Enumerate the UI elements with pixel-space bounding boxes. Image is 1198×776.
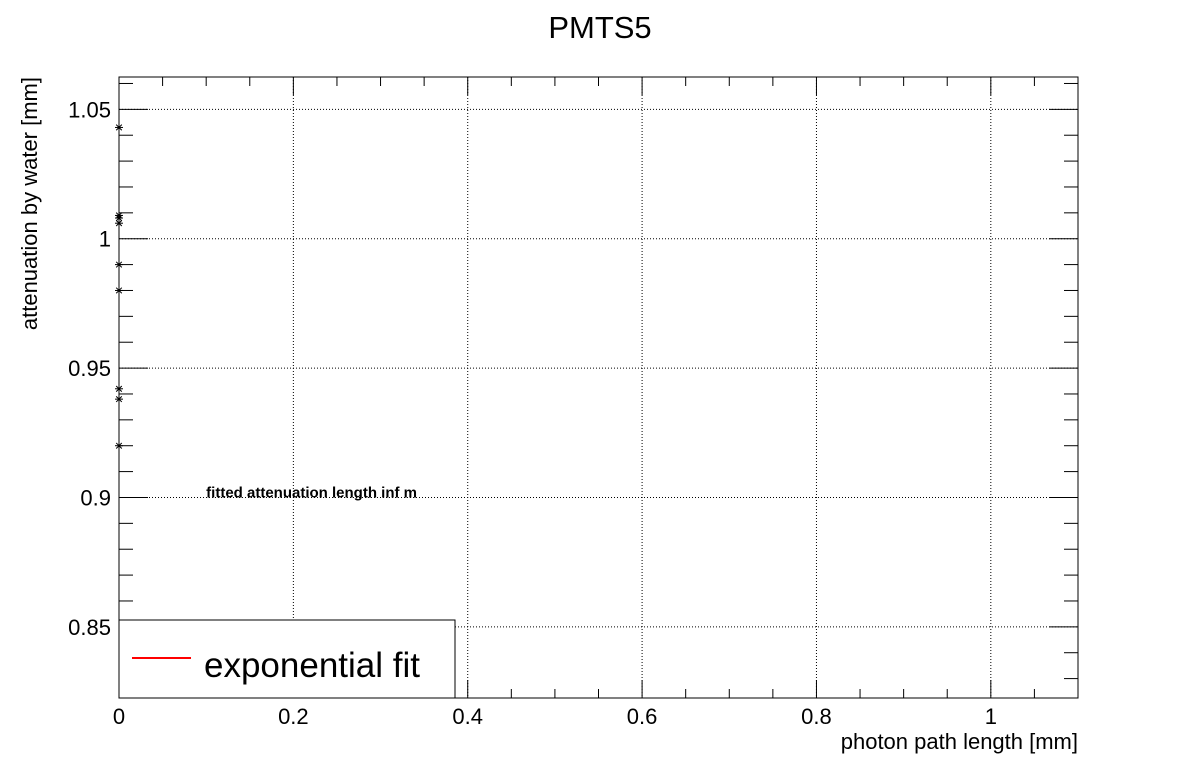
- legend-label: exponential fit: [204, 646, 420, 685]
- legend: exponential fit: [118, 619, 456, 699]
- axis-ticks: [118, 77, 1079, 698]
- data-point-stroke: [115, 442, 123, 449]
- data-point: [115, 384, 123, 393]
- data-point: [115, 441, 123, 450]
- plot-frame: [118, 76, 1079, 699]
- grid: [119, 77, 1078, 698]
- data-points: [115, 123, 123, 450]
- data-point: [115, 286, 123, 295]
- x-tick-label: 0.2: [278, 704, 309, 729]
- x-tick-label: 1: [985, 704, 997, 729]
- y-tick-label: 0.95: [68, 356, 111, 381]
- chart-title: PMTS5: [548, 10, 651, 45]
- x-tick-label: 0.4: [452, 704, 483, 729]
- data-point-stroke: [115, 214, 123, 222]
- data-point-stroke: [115, 261, 123, 268]
- data-point: [115, 219, 123, 228]
- data-point-stroke: [115, 124, 123, 131]
- data-point: [115, 260, 123, 269]
- data-point: [115, 395, 123, 404]
- data-point-stroke: [115, 287, 123, 294]
- y-tick-label: 1: [99, 227, 111, 252]
- data-point-stroke: [115, 385, 123, 392]
- y-axis-label: attenuation by water [mm]: [17, 77, 42, 330]
- x-tick-label: 0: [113, 704, 125, 729]
- y-tick-label: 1.05: [68, 97, 111, 122]
- data-point: [115, 123, 123, 132]
- x-tick-label: 0.6: [627, 704, 658, 729]
- data-point-stroke: [115, 395, 123, 403]
- data-point-stroke: [115, 220, 123, 227]
- axis-tick-labels: 0 0.2 0.4 0.6 0.8 1 0.85 0.9 0.95 1 1.05: [68, 97, 997, 729]
- y-tick-label: 0.9: [80, 485, 111, 510]
- x-tick-label: 0.8: [801, 704, 832, 729]
- y-tick-label: 0.85: [68, 615, 111, 640]
- fit-annotation: fitted attenuation length inf m: [206, 484, 417, 501]
- x-axis-label: photon path length [mm]: [841, 729, 1078, 754]
